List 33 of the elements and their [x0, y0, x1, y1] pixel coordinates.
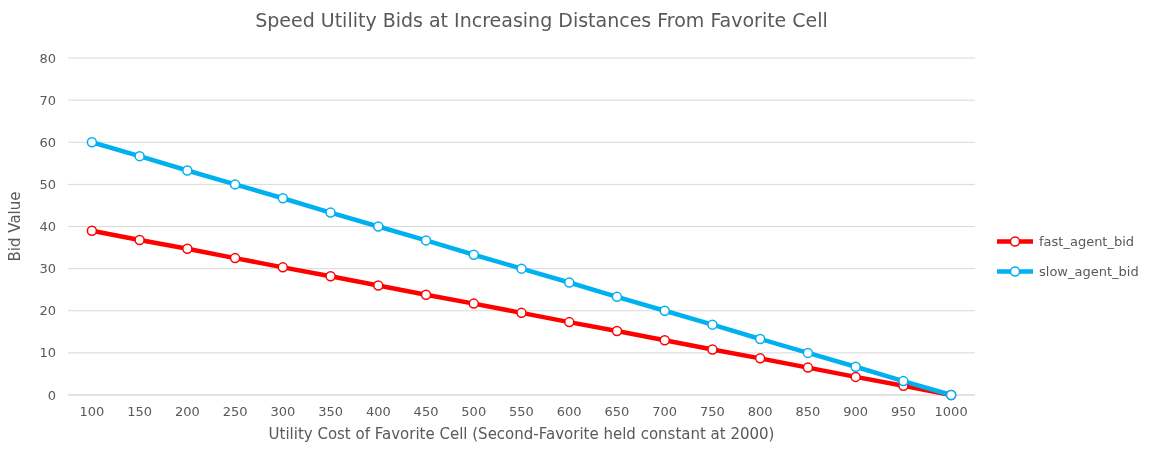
x-tick-label: 150 [127, 404, 153, 419]
x-tick-label: 650 [604, 404, 630, 419]
y-axis-title: Bid Value [6, 191, 24, 262]
y-tick-label: 60 [39, 134, 56, 150]
x-tick-label: 450 [413, 404, 439, 419]
y-tick-label: 30 [39, 261, 56, 277]
x-tick-label: 600 [556, 404, 582, 419]
x-tick-label: 1000 [934, 404, 968, 419]
x-tick-label: 500 [461, 404, 487, 419]
x-tick-label: 350 [318, 404, 343, 419]
y-tick-label: 40 [39, 219, 56, 235]
x-tick-label: 250 [222, 404, 248, 419]
x-tick-label: 700 [652, 404, 678, 419]
x-tick-label: 800 [747, 404, 773, 419]
x-tick-label: 950 [890, 404, 916, 419]
y-tick-label: 80 [39, 50, 56, 66]
x-tick-label: 750 [700, 404, 725, 419]
y-tick-label: 20 [39, 303, 56, 319]
chart-title: Speed Utility Bids at Increasing Distances From Favorite Cell [255, 9, 828, 31]
x-tick-label: 900 [843, 404, 869, 419]
x-axis-title: Utility Cost of Favorite Cell (Second-Favorite held constant at 2000) [268, 425, 775, 443]
x-tick-label: 400 [365, 404, 391, 419]
y-tick-label: 10 [39, 345, 56, 361]
x-tick-label: 850 [795, 404, 821, 419]
legend-label: fast_agent_bid [1039, 234, 1135, 250]
x-tick-label: 550 [509, 404, 534, 419]
y-tick-label: 70 [39, 92, 56, 108]
y-tick-label: 50 [39, 176, 56, 192]
x-tick-label: 100 [79, 404, 105, 419]
y-tick-label: 0 [47, 387, 56, 403]
x-tick-label: 300 [270, 404, 296, 419]
legend-label: slow_agent_bid [1039, 264, 1139, 280]
x-tick-label: 200 [174, 404, 200, 419]
